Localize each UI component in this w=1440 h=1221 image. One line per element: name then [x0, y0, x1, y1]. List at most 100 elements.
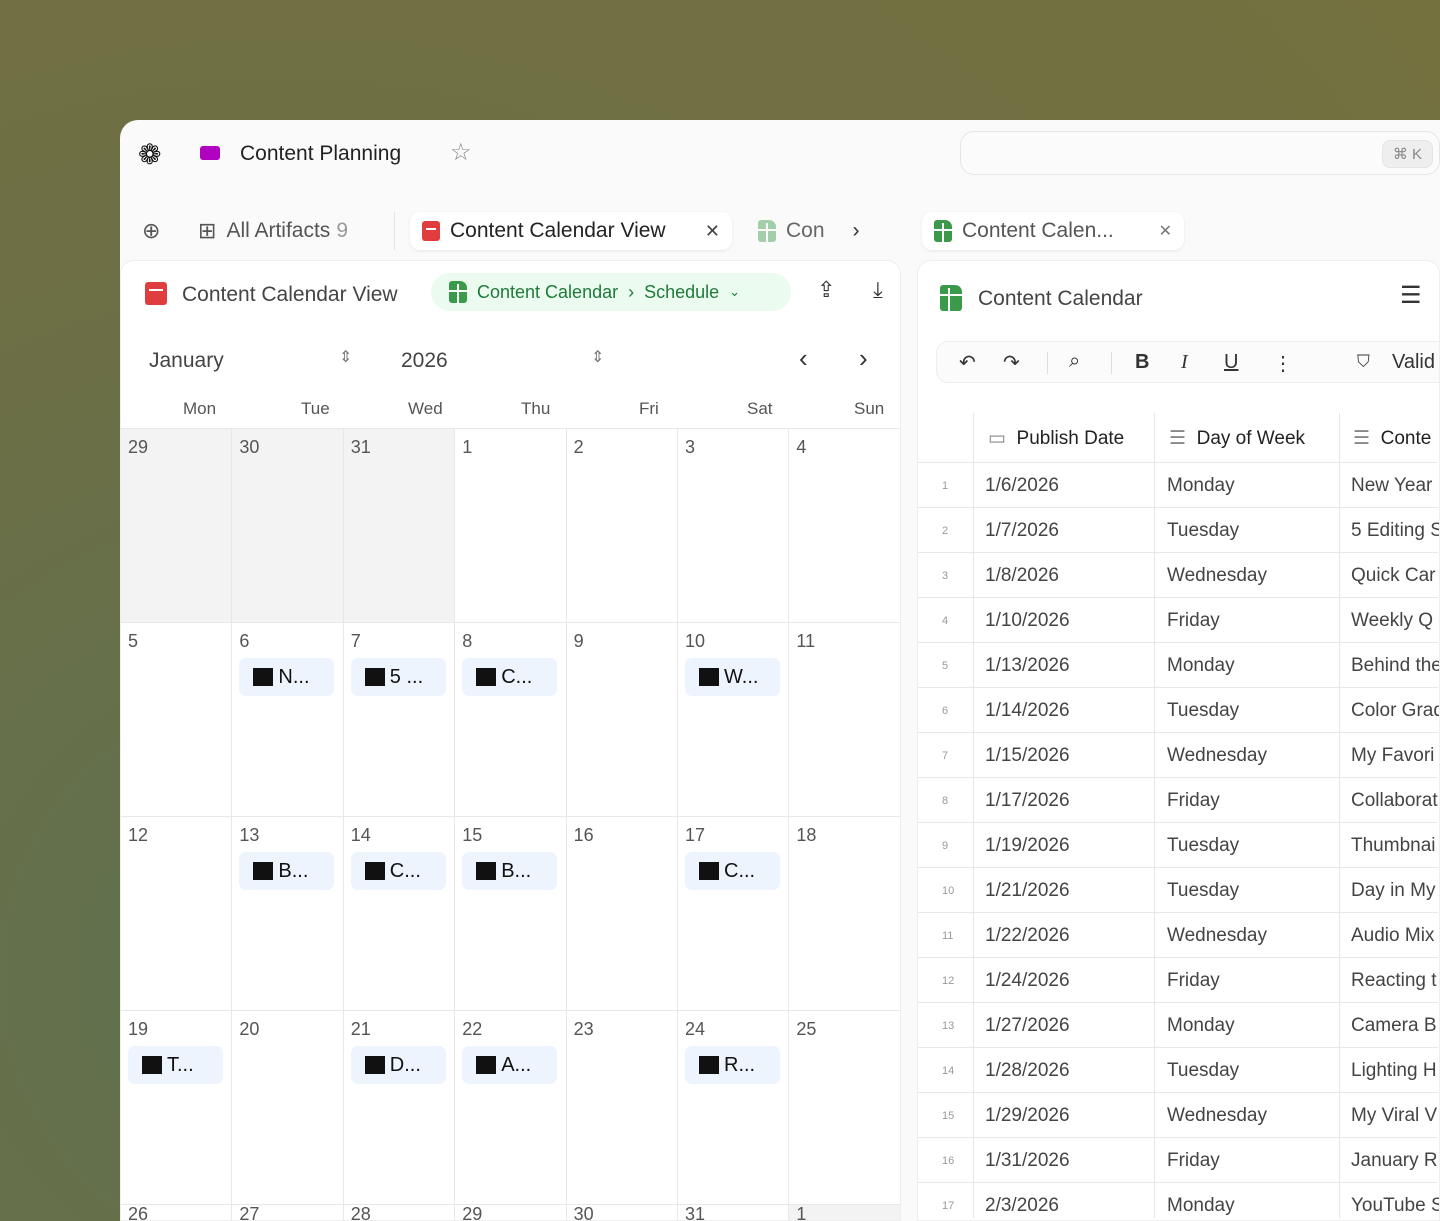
bold-icon[interactable]: B	[1135, 351, 1150, 373]
tab-content-calendar[interactable]: Con ›	[758, 212, 860, 250]
validate-button[interactable]: Valid	[1392, 351, 1435, 373]
star-icon[interactable]: ☆	[450, 139, 472, 166]
calendar-day-cell[interactable]: 9	[566, 622, 678, 816]
undo-icon[interactable]: ↶	[959, 352, 976, 374]
close-icon[interactable]: ✕	[1158, 223, 1172, 240]
upload-icon[interactable]: ⇪	[817, 277, 836, 302]
table-row[interactable]: 8 1/17/2026 Friday Collaborat	[918, 777, 1438, 822]
event-chip[interactable]: N...	[239, 658, 335, 696]
tab-all-artifacts[interactable]: ⊞ All Artifacts 9	[198, 212, 348, 250]
calendar-day-cell[interactable]: 7 5 ...	[343, 622, 456, 816]
calendar-day-cell[interactable]: 19 T...	[121, 1010, 233, 1204]
content-cell[interactable]: My Viral V	[1351, 1105, 1438, 1126]
day-of-week-cell[interactable]: Wednesday	[1167, 925, 1267, 946]
calendar-day-cell[interactable]: 13 B...	[232, 816, 344, 1010]
chevron-right-icon[interactable]: ›	[852, 219, 860, 242]
close-icon[interactable]: ✕	[704, 220, 720, 241]
day-of-week-cell[interactable]: Wednesday	[1167, 745, 1267, 766]
italic-icon[interactable]: I	[1181, 351, 1188, 373]
calendar-day-cell[interactable]: 2	[566, 428, 678, 622]
publish-date-cell[interactable]: 1/17/2026	[985, 790, 1070, 811]
table-row[interactable]: 2 1/7/2026 Tuesday 5 Editing S	[918, 507, 1440, 552]
table-row[interactable]: 15 1/29/2026 Wednesday My Viral V	[918, 1092, 1438, 1137]
calendar-day-cell[interactable]: 30	[232, 428, 344, 622]
calendar-day-cell[interactable]: 4	[789, 428, 900, 622]
event-chip[interactable]: B...	[239, 852, 335, 890]
tab-content-calendar-right[interactable]: Content Calen... ✕	[922, 212, 1184, 250]
publish-date-cell[interactable]: 1/14/2026	[985, 700, 1070, 721]
content-cell[interactable]: Audio Mix	[1351, 925, 1435, 946]
content-cell[interactable]: Weekly Q	[1351, 610, 1434, 631]
calendar-day-cell[interactable]: 18	[789, 816, 900, 1010]
table-row[interactable]: 3 1/8/2026 Wednesday Quick Car	[918, 552, 1438, 597]
content-cell[interactable]: YouTube S	[1351, 1195, 1440, 1216]
underline-icon[interactable]: U	[1224, 351, 1239, 373]
content-cell[interactable]: Lighting H	[1351, 1060, 1437, 1081]
day-of-week-cell[interactable]: Friday	[1167, 1150, 1220, 1171]
day-of-week-cell[interactable]: Friday	[1167, 970, 1220, 991]
search-icon[interactable]: ⌕	[1069, 350, 1081, 372]
day-of-week-cell[interactable]: Tuesday	[1167, 520, 1240, 541]
calendar-day-cell[interactable]: 22 A...	[455, 1010, 567, 1204]
publish-date-cell[interactable]: 1/21/2026	[985, 880, 1070, 901]
calendar-day-cell[interactable]: 5	[121, 622, 233, 816]
table-row[interactable]: 1 1/6/2026 Monday New Year	[918, 462, 1438, 507]
month-stepper-icon[interactable]: ⇕	[339, 349, 353, 366]
table-row[interactable]: 16 1/31/2026 Friday January R	[918, 1137, 1438, 1182]
content-cell[interactable]: 5 Editing S	[1351, 520, 1440, 541]
day-of-week-cell[interactable]: Monday	[1167, 1195, 1235, 1216]
next-month-button[interactable]: ›	[859, 343, 868, 373]
content-cell[interactable]: My Favori	[1351, 745, 1435, 766]
calendar-day-cell[interactable]: 1	[455, 428, 567, 622]
calendar-day-cell[interactable]: 24 R...	[678, 1010, 790, 1204]
content-cell[interactable]: Reacting t	[1351, 970, 1437, 991]
calendar-day-cell[interactable]: 6 N...	[232, 622, 344, 816]
column-header-content[interactable]: ☰ Conte	[1353, 427, 1431, 450]
calendar-day-cell[interactable]: 17 C...	[678, 816, 790, 1010]
event-chip[interactable]: W...	[685, 658, 780, 696]
day-of-week-cell[interactable]: Monday	[1167, 655, 1235, 676]
calendar-day-cell[interactable]: 29	[121, 428, 233, 622]
event-chip[interactable]: A...	[462, 1046, 558, 1084]
day-of-week-cell[interactable]: Wednesday	[1167, 1105, 1267, 1126]
event-chip[interactable]: T...	[128, 1046, 223, 1084]
search-input[interactable]: ⌘ K	[960, 131, 1440, 175]
event-chip[interactable]: 5 ...	[350, 658, 446, 696]
table-row[interactable]: 10 1/21/2026 Tuesday Day in My	[918, 867, 1438, 912]
calendar-day-cell[interactable]: 31	[678, 1204, 790, 1220]
source-breadcrumb[interactable]: Content Calendar › Schedule ⌄	[431, 273, 791, 311]
publish-date-cell[interactable]: 1/7/2026	[985, 520, 1059, 541]
content-cell[interactable]: Thumbnai	[1351, 835, 1436, 856]
calendar-day-cell[interactable]: 16	[566, 816, 678, 1010]
calendar-day-cell[interactable]: 26	[121, 1204, 233, 1220]
column-header-publish-date[interactable]: ▭ Publish Date	[988, 427, 1124, 450]
calendar-day-cell[interactable]: 11	[789, 622, 900, 816]
calendar-day-cell[interactable]: 3	[678, 428, 790, 622]
calendar-day-cell[interactable]: 10 W...	[678, 622, 790, 816]
content-cell[interactable]: New Year	[1351, 475, 1433, 496]
day-of-week-cell[interactable]: Friday	[1167, 610, 1220, 631]
day-of-week-cell[interactable]: Tuesday	[1167, 880, 1240, 901]
calendar-day-cell[interactable]: 31	[343, 428, 456, 622]
day-of-week-cell[interactable]: Friday	[1167, 790, 1220, 811]
calendar-day-cell[interactable]: 1	[789, 1204, 900, 1220]
content-cell[interactable]: Day in My	[1351, 880, 1436, 901]
day-of-week-cell[interactable]: Monday	[1167, 475, 1235, 496]
table-row[interactable]: 9 1/19/2026 Tuesday Thumbnai	[918, 822, 1438, 867]
content-cell[interactable]: Quick Car	[1351, 565, 1436, 586]
content-cell[interactable]: Behind the	[1351, 655, 1440, 676]
download-icon[interactable]: ⤓	[873, 277, 883, 302]
calendar-day-cell[interactable]: 20	[232, 1010, 344, 1204]
publish-date-cell[interactable]: 1/10/2026	[985, 610, 1070, 631]
redo-icon[interactable]: ↷	[1003, 352, 1020, 374]
content-cell[interactable]: Collaborat	[1351, 790, 1438, 811]
content-cell[interactable]: Color Grad	[1351, 700, 1440, 721]
event-chip[interactable]: R...	[685, 1046, 780, 1084]
table-row[interactable]: 11 1/22/2026 Wednesday Audio Mix	[918, 912, 1438, 957]
event-chip[interactable]: D...	[350, 1046, 446, 1084]
column-header-day-of-week[interactable]: ☰ Day of Week	[1169, 427, 1305, 450]
day-of-week-cell[interactable]: Tuesday	[1167, 700, 1240, 721]
publish-date-cell[interactable]: 2/3/2026	[985, 1195, 1059, 1216]
publish-date-cell[interactable]: 1/24/2026	[985, 970, 1070, 991]
table-row[interactable]: 5 1/13/2026 Monday Behind the	[918, 642, 1440, 687]
